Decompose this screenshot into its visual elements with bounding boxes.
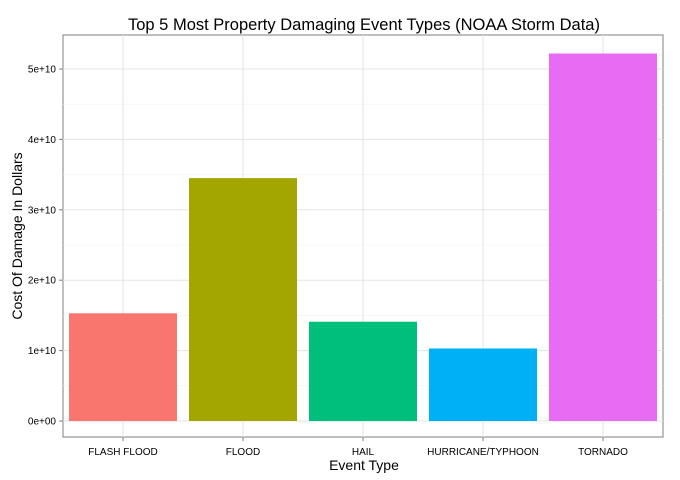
bar (549, 53, 657, 422)
y-axis-ticks: 0e+00 1e+10 2e+10 3e+10 4e+10 5e+10 (28, 65, 63, 428)
y-tick-label: 1e+10 (28, 346, 57, 357)
y-tick-label: 0e+00 (28, 417, 57, 428)
y-axis-label: Cost Of Damage In Dollars (9, 152, 25, 319)
y-tick-label: 2e+10 (28, 276, 57, 287)
x-tick-label: TORNADO (578, 447, 628, 458)
bars (69, 53, 657, 422)
bar (189, 178, 297, 421)
x-axis-label: Event Type (329, 457, 399, 473)
bar (309, 321, 417, 421)
x-tick-label: HURRICANE/TYPHOON (427, 447, 539, 458)
y-tick-label: 5e+10 (28, 65, 57, 76)
y-tick-label: 3e+10 (28, 205, 57, 216)
bar (429, 348, 537, 421)
y-tick-label: 4e+10 (28, 135, 57, 146)
x-tick-label: HAIL (352, 447, 375, 458)
bar (69, 313, 177, 421)
chart-title: Top 5 Most Property Damaging Event Types… (128, 16, 600, 34)
x-tick-label: FLOOD (226, 447, 260, 458)
x-axis-ticks: FLASH FLOOD FLOOD HAIL HURRICANE/TYPHOON TOR… (88, 437, 628, 458)
x-tick-label: FLASH FLOOD (88, 447, 157, 458)
